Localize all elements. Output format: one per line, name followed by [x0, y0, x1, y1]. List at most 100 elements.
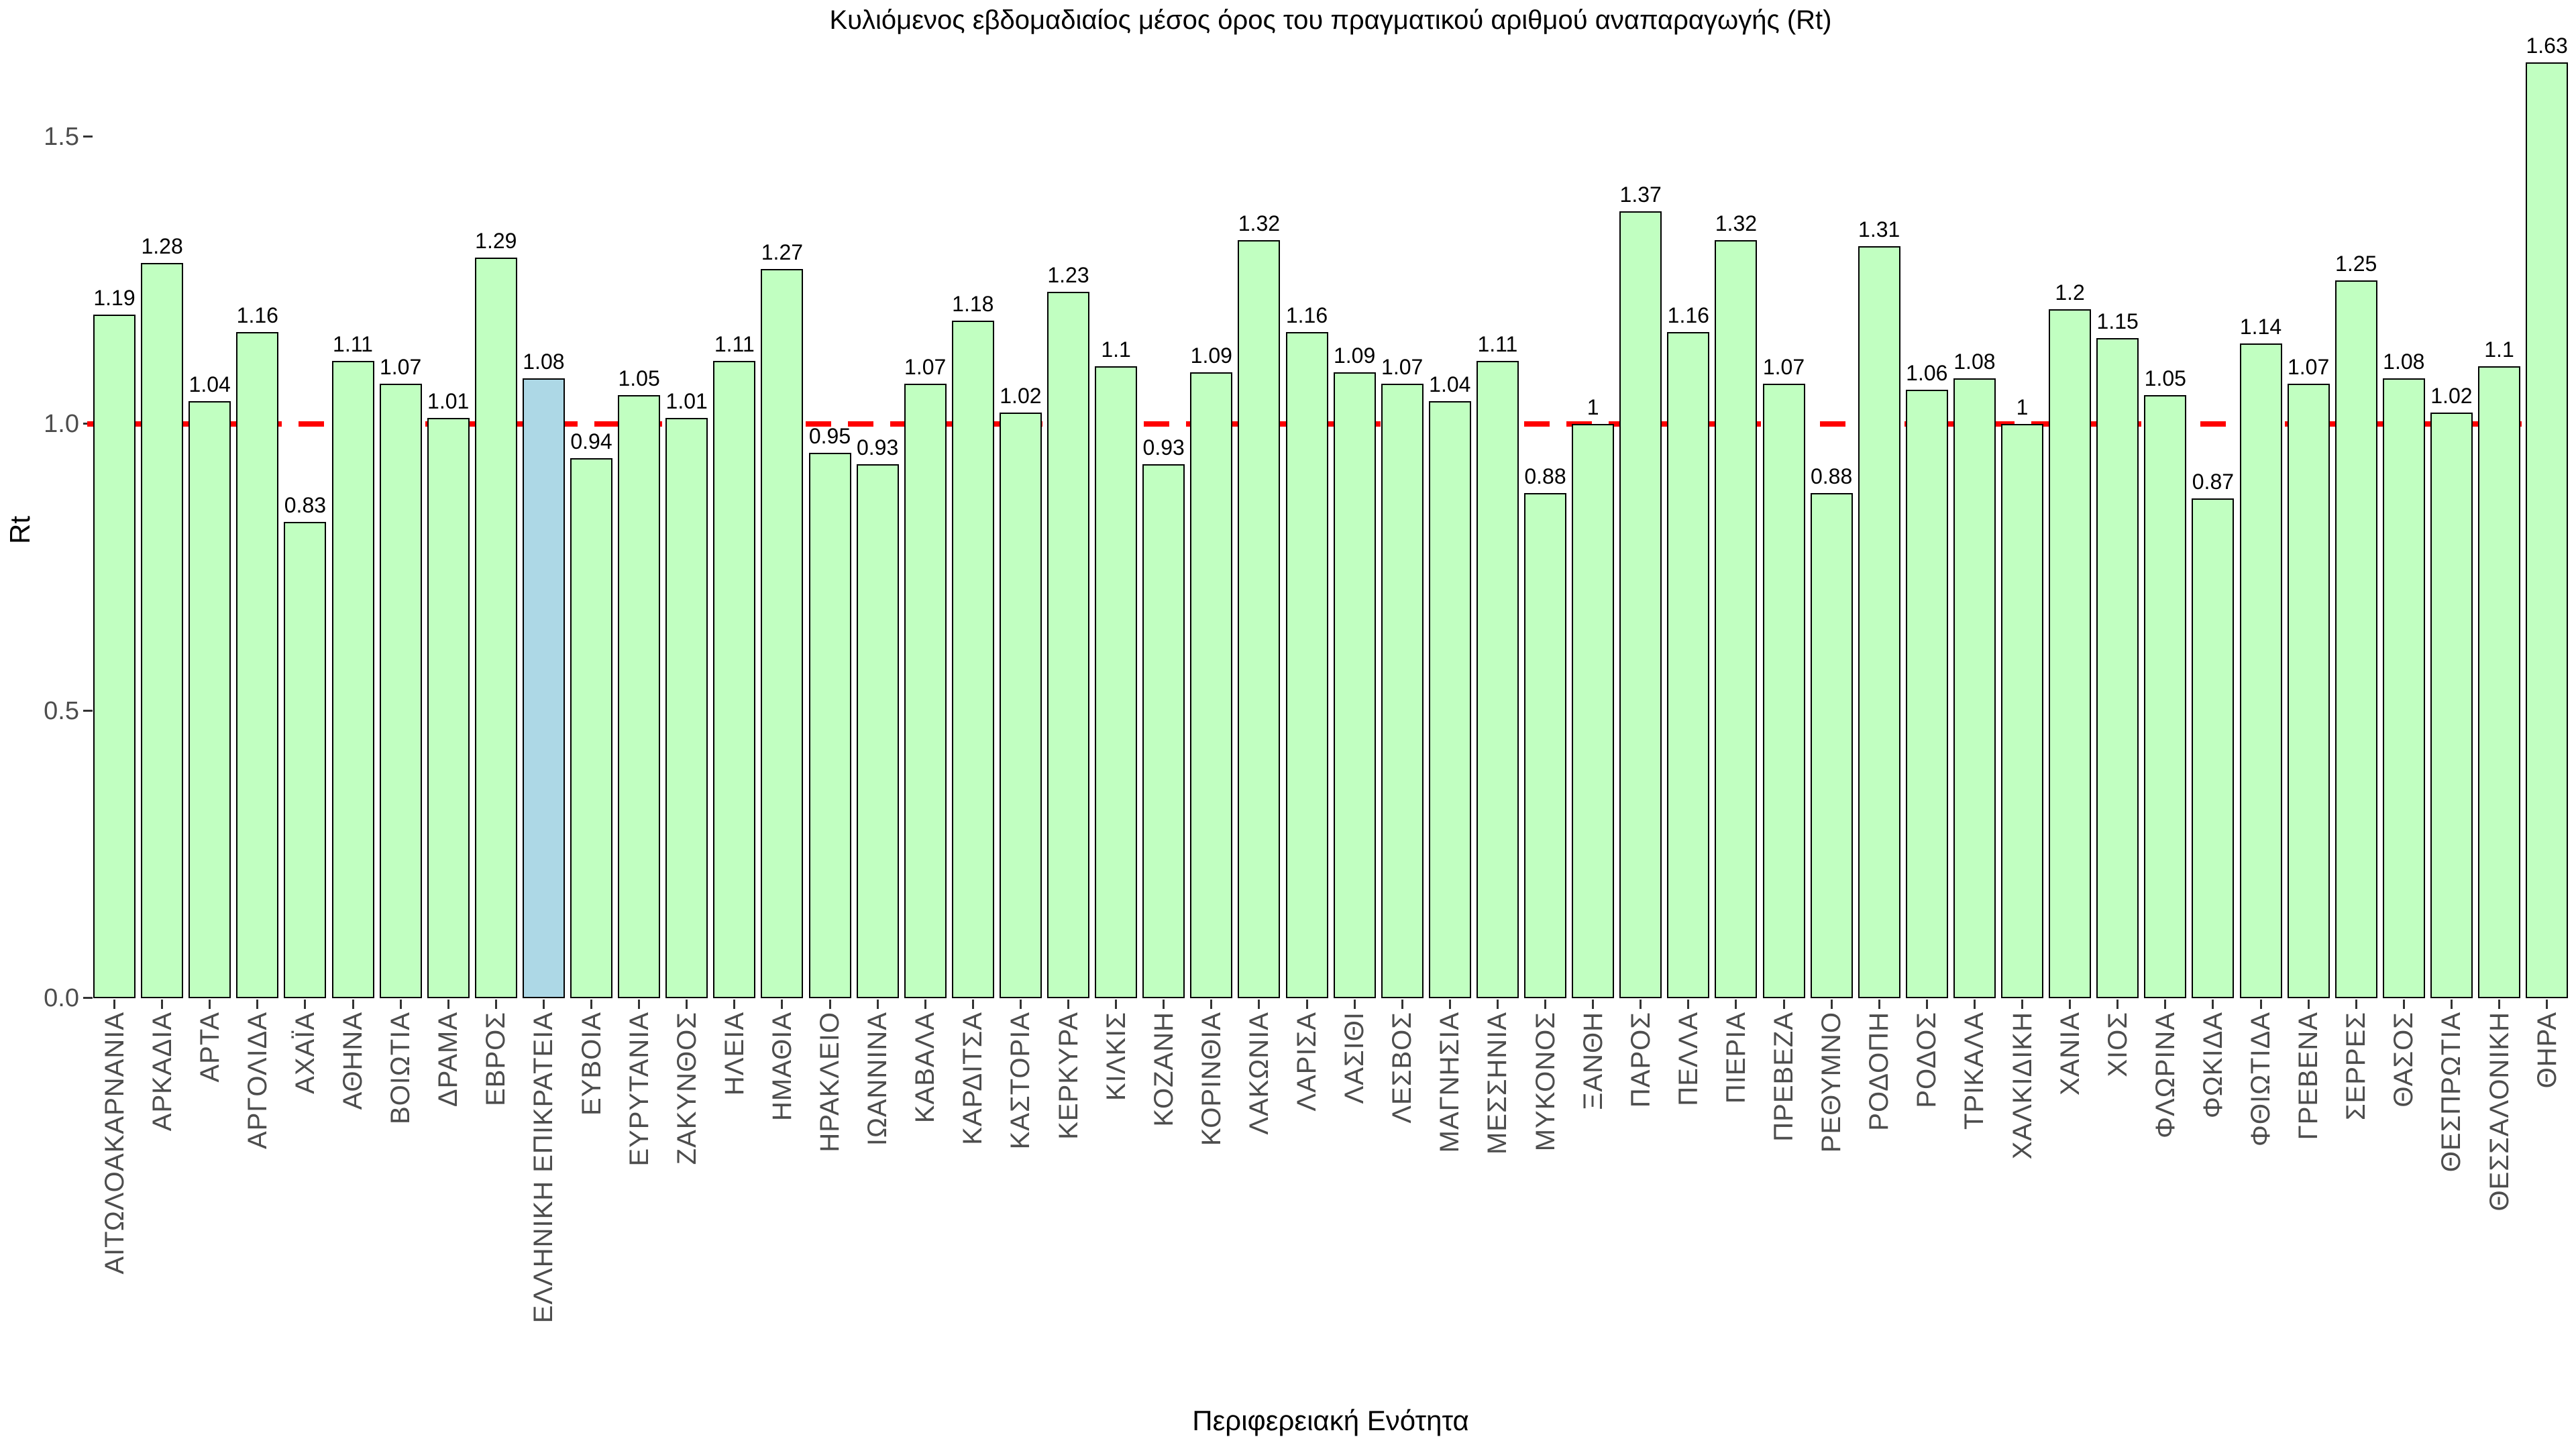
bar-value-label: 0.87	[2192, 470, 2235, 494]
x-tick-mark	[876, 1000, 879, 1009]
bar-value-label: 1.18	[952, 291, 994, 316]
y-tick-label: 0.5	[44, 697, 79, 725]
x-tick-mark	[256, 1000, 259, 1009]
x-tick-label: ΗΡΑΚΛΕΙΟ	[815, 1012, 845, 1152]
x-tick-label: ΗΛΕΙΑ	[719, 1012, 749, 1096]
y-tick-mark	[83, 997, 93, 999]
y-tick-label: 1.0	[44, 410, 79, 438]
bar	[284, 521, 327, 998]
bar-value-label: 0.93	[1142, 435, 1185, 460]
x-tick-label: ΖΑΚΥΝΘΟΣ	[672, 1012, 702, 1165]
bar-value-label: 1.16	[1285, 303, 1328, 328]
x-tick-label: ΑΘΗΝΑ	[338, 1012, 368, 1110]
bar-value-label: 1.31	[1858, 217, 1900, 241]
bar	[2526, 62, 2569, 998]
y-tick-label: 0.0	[44, 984, 79, 1012]
bar	[1715, 240, 1758, 998]
x-tick-label: ΧΑΛΚΙΔΙΚΗ	[2007, 1012, 2037, 1160]
y-tick-mark	[83, 710, 93, 712]
bar-value-label: 1.01	[427, 389, 470, 414]
x-tick-mark	[1067, 1000, 1069, 1009]
bar-value-label: 0.88	[1810, 464, 1853, 488]
x-tick-mark	[924, 1000, 926, 1009]
x-tick-mark	[209, 1000, 211, 1009]
bar-value-label: 1.1	[2484, 337, 2514, 362]
bar	[2239, 343, 2282, 998]
bar-value-label: 1.06	[1906, 360, 1948, 385]
bar-value-label: 0.93	[856, 435, 899, 460]
x-tick-label: ΤΡΙΚΑΛΑ	[1960, 1012, 1990, 1130]
bar	[141, 263, 184, 998]
x-tick-mark	[1210, 1000, 1213, 1009]
x-tick-mark	[1640, 1000, 1642, 1009]
x-tick-label: ΠΕΛΛΑ	[1673, 1012, 1703, 1106]
x-tick-label: ΡΟΔΟΠΗ	[1864, 1012, 1894, 1131]
bar	[427, 418, 470, 998]
x-tick-mark	[1735, 1000, 1737, 1009]
x-tick-label: ΜΕΣΣΗΝΙΑ	[1483, 1012, 1513, 1155]
x-tick-label: ΠΡΕΒΕΖΑ	[1769, 1012, 1799, 1142]
bar	[189, 400, 231, 998]
x-tick-mark	[1496, 1000, 1499, 1009]
bar	[2192, 498, 2235, 998]
x-tick-mark	[1544, 1000, 1546, 1009]
x-tick-label: ΧΙΟΣ	[2102, 1012, 2133, 1077]
bar-value-label: 1.11	[1477, 331, 1518, 356]
bar	[93, 315, 136, 998]
x-tick-mark	[2259, 1000, 2262, 1009]
bar-value-label: 1.08	[523, 349, 565, 374]
bar	[236, 332, 279, 998]
bar-highlight	[522, 378, 565, 998]
x-tick-label: ΣΕΡΡΕΣ	[2341, 1012, 2371, 1121]
x-tick-label: ΡΕΘΥΜΝΟ	[1817, 1012, 1847, 1153]
x-tick-label: ΚΑΣΤΟΡΙΑ	[1006, 1012, 1036, 1150]
x-tick-mark	[1448, 1000, 1451, 1009]
x-tick-mark	[2164, 1000, 2167, 1009]
bar	[1142, 464, 1185, 998]
x-tick-label: ΚΑΒΑΛΑ	[910, 1012, 941, 1124]
bar-value-label: 1	[1587, 395, 1599, 419]
x-tick-label: ΛΑΣΙΘΙ	[1340, 1012, 1370, 1104]
bar-value-label: 1.01	[665, 389, 708, 414]
x-tick-mark	[1258, 1000, 1260, 1009]
x-tick-mark	[304, 1000, 307, 1009]
x-tick-mark	[1782, 1000, 1785, 1009]
bar-value-label: 1	[2016, 395, 2029, 419]
bar-value-label: 1.16	[236, 303, 278, 328]
bar	[1572, 424, 1615, 998]
bar	[379, 384, 422, 998]
x-tick-label: ΚΟΡΙΝΘΙΑ	[1196, 1012, 1226, 1146]
bar	[1238, 240, 1281, 998]
x-tick-label: ΘΕΣΣΑΛΟΝΙΚΗ	[2484, 1012, 2514, 1212]
x-tick-mark	[2021, 1000, 2023, 1009]
bar-value-label: 1.02	[2430, 383, 2473, 408]
bar-value-label: 0.94	[570, 429, 612, 454]
x-tick-mark	[352, 1000, 354, 1009]
bar-value-label: 0.95	[808, 423, 851, 448]
x-tick-label: ΓΡΕΒΕΝΑ	[2294, 1012, 2324, 1140]
bar-value-label: 1.23	[1047, 263, 1089, 288]
bar-value-label: 0.83	[284, 492, 327, 517]
x-axis-title: Περιφερειακή Ενότητα	[1192, 1405, 1469, 1436]
bar-value-label: 1.16	[1667, 303, 1709, 328]
x-tick-mark	[1878, 1000, 1880, 1009]
x-tick-mark	[2546, 1000, 2548, 1009]
bar	[856, 464, 899, 998]
bar	[1905, 389, 1948, 998]
reference-line	[87, 421, 2576, 427]
x-tick-mark	[686, 1000, 688, 1009]
bar	[2001, 424, 2043, 998]
x-tick-label: ΠΙΕΡΙΑ	[1721, 1012, 1751, 1104]
x-tick-mark	[2355, 1000, 2357, 1009]
x-tick-label: ΕΥΒΟΙΑ	[576, 1012, 606, 1116]
x-tick-label: ΞΑΝΘΗ	[1578, 1012, 1608, 1110]
bar	[713, 360, 756, 998]
x-tick-mark	[399, 1000, 402, 1009]
x-tick-mark	[638, 1000, 641, 1009]
x-tick-label: ΚΟΖΑΝΗ	[1148, 1012, 1179, 1127]
x-tick-label: ΑΙΤΩΛΟΑΚΑΡΝΑΝΙΑ	[99, 1012, 129, 1275]
bar-value-label: 1.07	[2287, 355, 2330, 380]
x-tick-mark	[1973, 1000, 1976, 1009]
